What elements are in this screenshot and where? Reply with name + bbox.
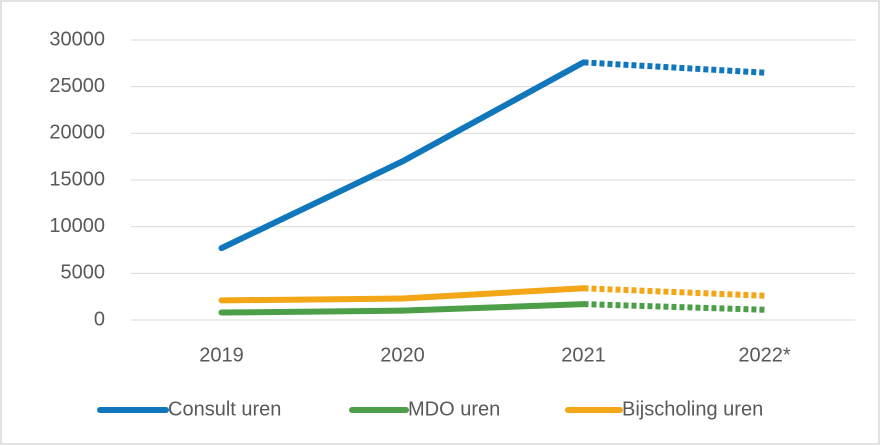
legend-label: Consult uren: [168, 398, 281, 420]
series-line: [399, 59, 587, 165]
legend-label: MDO uren: [408, 398, 500, 420]
y-tick-label: 10000: [49, 215, 105, 237]
y-tick-label: 30000: [49, 28, 105, 50]
legend-label: Bijscholing uren: [622, 398, 763, 420]
series-line: [218, 295, 406, 304]
x-tick-label: 2021: [561, 344, 606, 366]
y-tick-label: 20000: [49, 122, 105, 144]
y-tick-label: 5000: [61, 262, 106, 284]
series-line: [399, 285, 587, 302]
y-tick-label: 25000: [49, 75, 105, 97]
series-line: [218, 307, 406, 316]
series-line: [583, 285, 765, 299]
series-line: [583, 59, 765, 76]
y-tick-label: 0: [94, 308, 105, 330]
x-tick-label: 2022*: [738, 344, 790, 366]
series-line: [399, 301, 587, 314]
series-line: [583, 301, 765, 313]
x-tick-label: 2019: [199, 344, 244, 366]
x-tick-label: 2020: [380, 344, 425, 366]
series-line: [218, 158, 406, 252]
y-tick-label: 15000: [49, 168, 105, 190]
